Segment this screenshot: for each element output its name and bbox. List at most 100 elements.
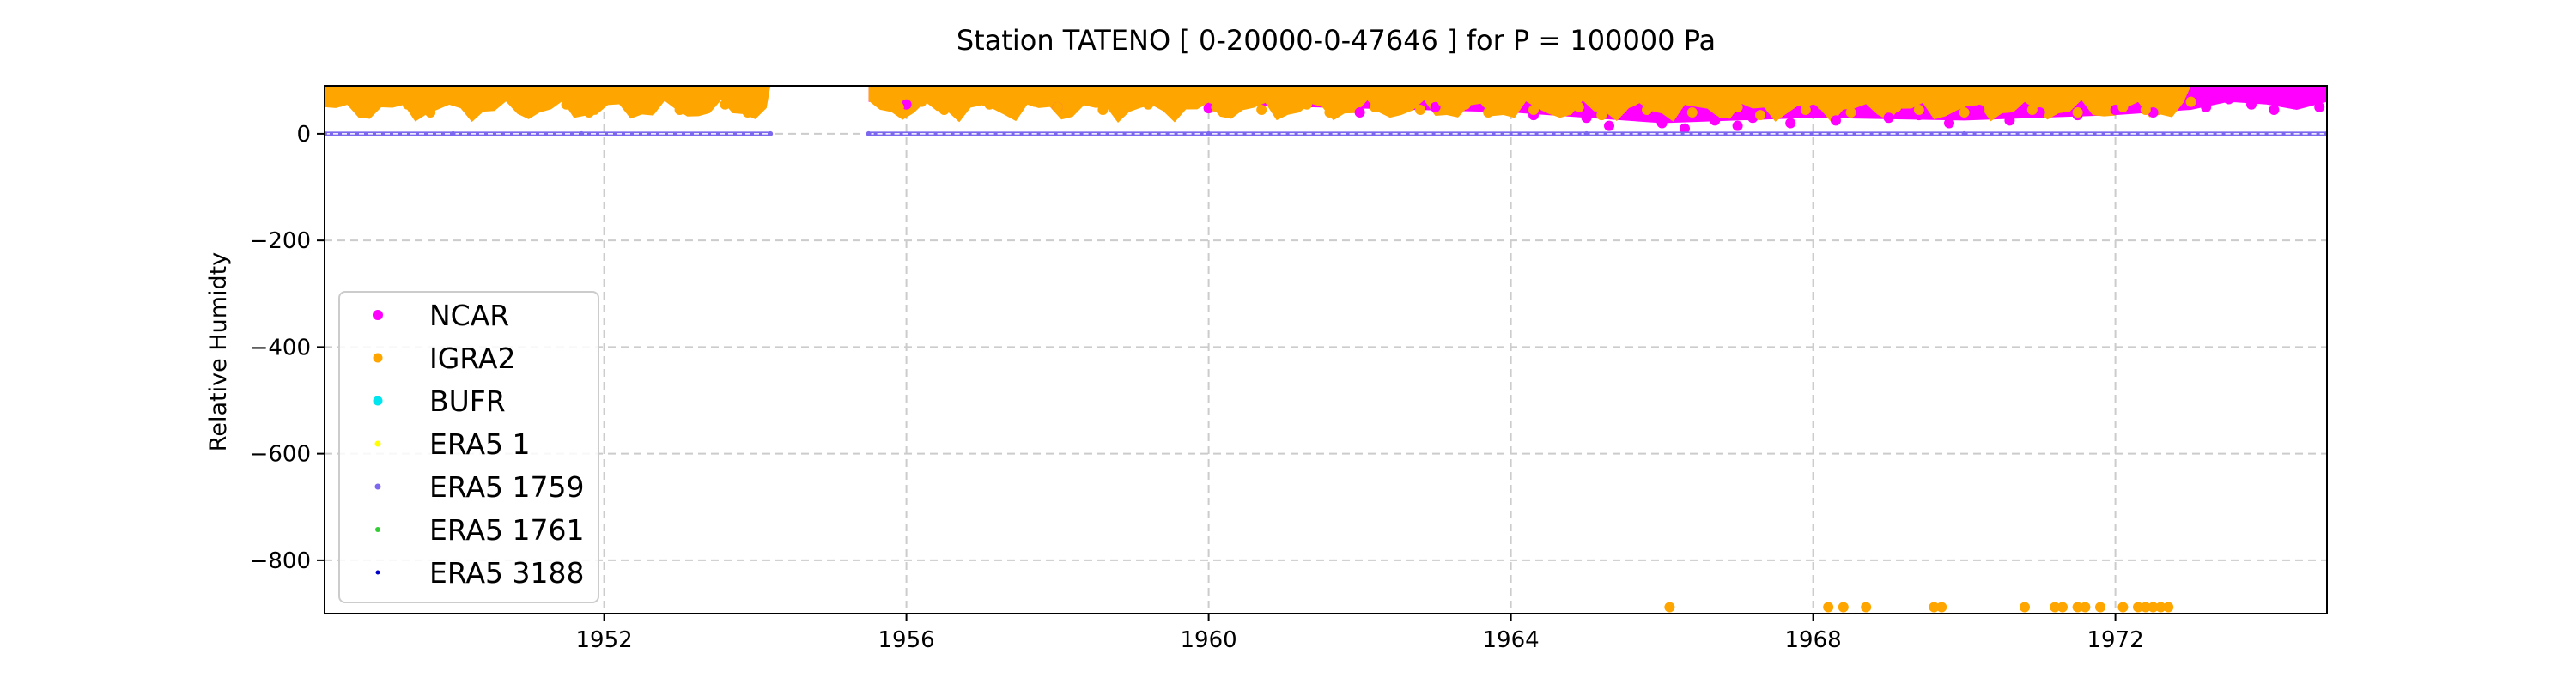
legend-label: ERA5 1761 bbox=[429, 513, 585, 547]
data-point-igra2 bbox=[871, 91, 882, 102]
data-point-igra2 bbox=[962, 94, 972, 105]
data-point-igra2 bbox=[893, 101, 904, 112]
data-point-igra2 bbox=[606, 94, 617, 105]
data-point-era5-1759 bbox=[450, 130, 456, 136]
y-tick-label: −400 bbox=[250, 335, 311, 360]
data-point-igra2 bbox=[1823, 99, 1834, 110]
data-point-igra2 bbox=[1392, 94, 1403, 105]
data-point-ncar bbox=[1785, 118, 1796, 129]
y-axis-label: Relative Humidty bbox=[205, 252, 232, 451]
axis-ticks: 1952 1956 1960 1964 1968 1972 0 −200 −400 −600 −80… bbox=[250, 122, 2144, 653]
data-point-igra2 bbox=[1483, 107, 1494, 118]
data-point-igra2 bbox=[2095, 96, 2105, 107]
data-point-ncar bbox=[2291, 96, 2302, 107]
data-point-ncar bbox=[1581, 112, 1592, 124]
y-tick-label: 0 bbox=[296, 122, 311, 148]
legend-box bbox=[338, 291, 599, 603]
data-point-igra2 bbox=[1346, 96, 1358, 107]
data-point-igra2 bbox=[1710, 99, 1721, 110]
data-point-igra2 bbox=[2140, 602, 2151, 613]
legend-label: BUFR bbox=[429, 384, 506, 418]
data-point-igra2 bbox=[1097, 104, 1109, 115]
data-point-igra2 bbox=[1551, 96, 1562, 107]
data-point-igra2 bbox=[1664, 602, 1675, 613]
data-point-igra2 bbox=[1732, 101, 1743, 112]
plot-frame bbox=[324, 85, 2328, 614]
y-tick-label: −800 bbox=[250, 548, 311, 574]
data-point-ncar bbox=[1710, 115, 1721, 126]
data-point-igra2 bbox=[2185, 96, 2196, 107]
data-point-igra2 bbox=[2004, 101, 2015, 112]
data-point-igra2 bbox=[1982, 96, 1992, 107]
data-point-igra2 bbox=[2133, 602, 2143, 613]
data-point-igra2 bbox=[1143, 99, 1154, 110]
data-point-igra2 bbox=[1619, 99, 1630, 110]
data-point-igra2 bbox=[2072, 107, 2083, 118]
data-point-igra2 bbox=[720, 99, 731, 110]
x-tick-label: 1964 bbox=[1483, 627, 1540, 653]
data-point-igra2 bbox=[493, 91, 504, 102]
data-point-era5-1759 bbox=[1206, 130, 1212, 136]
data-points-layer bbox=[325, 91, 2327, 613]
data-point-igra2 bbox=[939, 104, 950, 115]
data-point-igra2 bbox=[1528, 104, 1539, 115]
data-point-igra2 bbox=[2163, 99, 2174, 110]
data-point-igra2 bbox=[1573, 101, 1584, 112]
data-point-ncar bbox=[1430, 101, 1441, 112]
legend-marker bbox=[375, 527, 380, 532]
data-point-igra2 bbox=[1505, 99, 1516, 110]
y-tick-label: −200 bbox=[250, 228, 311, 254]
data-point-igra2 bbox=[1302, 99, 1312, 110]
data-point-igra2 bbox=[1006, 107, 1018, 118]
data-point-ncar bbox=[1807, 104, 1819, 115]
plot-area bbox=[325, 86, 2327, 613]
data-point-igra2 bbox=[471, 101, 481, 112]
data-point-igra2 bbox=[1686, 107, 1698, 118]
data-point-igra2 bbox=[916, 96, 927, 107]
data-point-igra2 bbox=[984, 99, 995, 110]
legend-label: IGRA2 bbox=[429, 342, 515, 375]
data-point-ncar bbox=[1861, 107, 1872, 118]
legend-marker bbox=[374, 440, 381, 447]
data-point-igra2 bbox=[1233, 96, 1244, 107]
data-point-igra2 bbox=[742, 107, 753, 118]
x-tick-label: 1968 bbox=[1785, 627, 1842, 653]
data-point-igra2 bbox=[1279, 94, 1290, 105]
data-point-igra2 bbox=[2057, 602, 2068, 613]
chart-title: Station TATENO [ 0-20000-0-47646 ] for P… bbox=[957, 24, 1716, 57]
data-point-igra2 bbox=[2117, 101, 2129, 112]
data-point-era5-1759 bbox=[579, 130, 585, 136]
data-point-igra2 bbox=[2163, 602, 2174, 613]
data-point-igra2 bbox=[1861, 602, 1872, 613]
data-point-ncar bbox=[1732, 120, 1743, 131]
data-point-igra2 bbox=[2080, 602, 2091, 613]
data-point-igra2 bbox=[402, 99, 413, 110]
data-point-ncar bbox=[2223, 94, 2234, 105]
data-point-igra2 bbox=[447, 94, 459, 105]
data-point-igra2 bbox=[1075, 91, 1085, 102]
x-tick-label: 1952 bbox=[576, 627, 633, 653]
data-point-ncar bbox=[2269, 104, 2280, 115]
data-point-ncar bbox=[1883, 112, 1894, 124]
data-point-igra2 bbox=[425, 107, 436, 118]
data-point-igra2 bbox=[1845, 107, 1856, 118]
data-point-era5-1759 bbox=[1583, 130, 1589, 136]
data-point-ncar bbox=[1203, 103, 1214, 114]
data-point-era5-1759 bbox=[1961, 130, 1967, 136]
data-point-igra2 bbox=[2050, 602, 2061, 613]
data-point-igra2 bbox=[2155, 602, 2166, 613]
data-point-igra2 bbox=[2095, 602, 2105, 613]
data-point-igra2 bbox=[561, 99, 572, 110]
data-point-ncar bbox=[1680, 123, 1690, 134]
data-point-igra2 bbox=[2026, 104, 2038, 115]
data-point-ncar bbox=[1974, 104, 1985, 115]
y-tick-label: −600 bbox=[250, 442, 311, 468]
data-point-igra2 bbox=[1800, 104, 1811, 115]
data-point-ncar bbox=[2246, 99, 2257, 110]
data-point-igra2 bbox=[697, 96, 708, 107]
data-point-igra2 bbox=[538, 96, 550, 107]
data-point-igra2 bbox=[1823, 602, 1834, 613]
data-point-era5-1759 bbox=[768, 130, 774, 136]
legend-marker bbox=[375, 570, 380, 575]
